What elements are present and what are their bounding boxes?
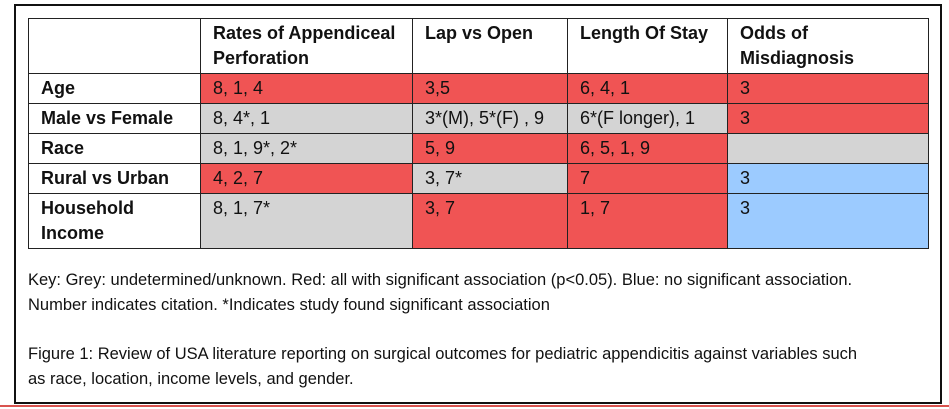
table-cell: 8, 4*, 1 xyxy=(200,103,413,134)
table-header-row: Rates of Appendiceal Perforation Lap vs … xyxy=(28,18,929,74)
table-cell: 3,5 xyxy=(412,73,568,104)
table-row: Race 8, 1, 9*, 2* 5, 9 6, 5, 1, 9 xyxy=(28,133,929,164)
color-key: Key: Grey: undetermined/unknown. Red: al… xyxy=(28,268,933,318)
table-cell: 5, 9 xyxy=(412,133,568,164)
row-label-race: Race xyxy=(28,133,201,164)
row-label-male-vs-female: Male vs Female xyxy=(28,103,201,134)
key-line: Key: Grey: undetermined/unknown. Red: al… xyxy=(28,271,853,289)
table-cell: 3, 7* xyxy=(412,163,568,194)
table-cell: 8, 1, 4 xyxy=(200,73,413,104)
header-perforation: Rates of Appendiceal Perforation xyxy=(200,18,413,74)
table-cell: 3 xyxy=(727,163,929,194)
table-cell: 8, 1, 7* xyxy=(200,193,413,249)
header-length-of-stay: Length Of Stay xyxy=(567,18,728,74)
key-line: Number indicates citation. *Indicates st… xyxy=(28,296,550,314)
table-cell: 8, 1, 9*, 2* xyxy=(200,133,413,164)
table-cell: 7 xyxy=(567,163,728,194)
caption-line: Figure 1: Review of USA literature repor… xyxy=(28,345,858,363)
table-cell: 6, 4, 1 xyxy=(567,73,728,104)
table-cell: 3*(M), 5*(F) , 9 xyxy=(412,103,568,134)
outcomes-table: Rates of Appendiceal Perforation Lap vs … xyxy=(28,18,929,249)
header-lap-vs-open: Lap vs Open xyxy=(412,18,568,74)
table-cell: 3 xyxy=(727,193,929,249)
row-label-age: Age xyxy=(28,73,201,104)
table-row: Male vs Female 8, 4*, 1 3*(M), 5*(F) , 9… xyxy=(28,103,929,134)
figure-frame: Rates of Appendiceal Perforation Lap vs … xyxy=(14,4,942,404)
header-cell-empty xyxy=(28,18,201,74)
table-cell: 6, 5, 1, 9 xyxy=(567,133,728,164)
header-misdiagnosis: Odds of Misdiagnosis xyxy=(727,18,929,74)
table-cell: 3 xyxy=(727,73,929,104)
table-cell: 4, 2, 7 xyxy=(200,163,413,194)
table-cell: 3, 7 xyxy=(412,193,568,249)
figure-caption: Figure 1: Review of USA literature repor… xyxy=(28,342,933,392)
row-label-household-income: Household Income xyxy=(28,193,201,249)
page-divider xyxy=(0,405,949,407)
table-row: Household Income 8, 1, 7* 3, 7 1, 7 3 xyxy=(28,193,929,249)
table-cell xyxy=(727,133,929,164)
row-label-rural-vs-urban: Rural vs Urban xyxy=(28,163,201,194)
table-cell: 1, 7 xyxy=(567,193,728,249)
table-cell: 6*(F longer), 1 xyxy=(567,103,728,134)
table-row: Age 8, 1, 4 3,5 6, 4, 1 3 xyxy=(28,73,929,104)
table-cell: 3 xyxy=(727,103,929,134)
caption-line: as race, location, income levels, and ge… xyxy=(28,370,354,388)
table-row: Rural vs Urban 4, 2, 7 3, 7* 7 3 xyxy=(28,163,929,194)
